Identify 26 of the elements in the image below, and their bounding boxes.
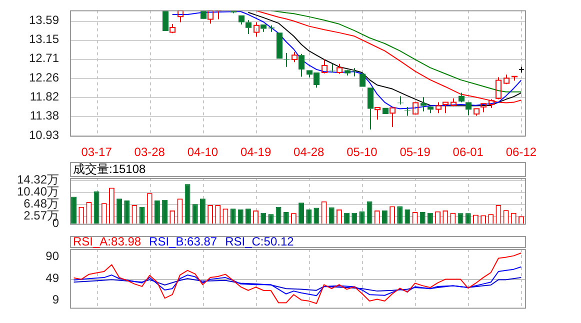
text: RSI_C:50.12 bbox=[225, 234, 294, 248]
x-tick-label: 05-10 bbox=[346, 145, 378, 160]
x-tick-label: 03-28 bbox=[134, 145, 166, 160]
x-tick-label: 04-10 bbox=[187, 145, 218, 160]
y-tick-label: 12.71 bbox=[28, 50, 60, 65]
y-tick-label: 10.93 bbox=[28, 128, 60, 142]
y-tick-label: 13.15 bbox=[28, 32, 60, 46]
x-tick-label: 06-12 bbox=[506, 145, 537, 160]
y-tick-label: 12.26 bbox=[28, 70, 60, 84]
y-tick-label: 49 bbox=[46, 270, 60, 285]
y-tick-label: 14.32万 bbox=[16, 172, 59, 187]
y-tick-label: 10.40万 bbox=[16, 184, 59, 199]
y-tick-label: 11.82 bbox=[30, 89, 60, 104]
x-tick-label: 06-01 bbox=[452, 145, 484, 160]
series-label: RSI_A:83.98 bbox=[73, 234, 142, 248]
text: RSI_B:63.87 bbox=[149, 234, 218, 248]
x-tick-label: 03-17 bbox=[81, 145, 112, 160]
y-tick-label: 13.59 bbox=[28, 12, 60, 27]
x-tick-label: 04-19 bbox=[240, 145, 272, 160]
y-tick-label: 11.38 bbox=[30, 108, 60, 122]
y-tick-label: 9 bbox=[52, 292, 60, 306]
x-tick-label: 04-28 bbox=[294, 145, 325, 160]
y-tick-label: 90 bbox=[46, 248, 60, 263]
chart-title: 成交量:15108 bbox=[73, 162, 146, 176]
x-tick-label: 05-19 bbox=[400, 145, 431, 160]
y-tick-label: 6.48万 bbox=[24, 196, 59, 210]
